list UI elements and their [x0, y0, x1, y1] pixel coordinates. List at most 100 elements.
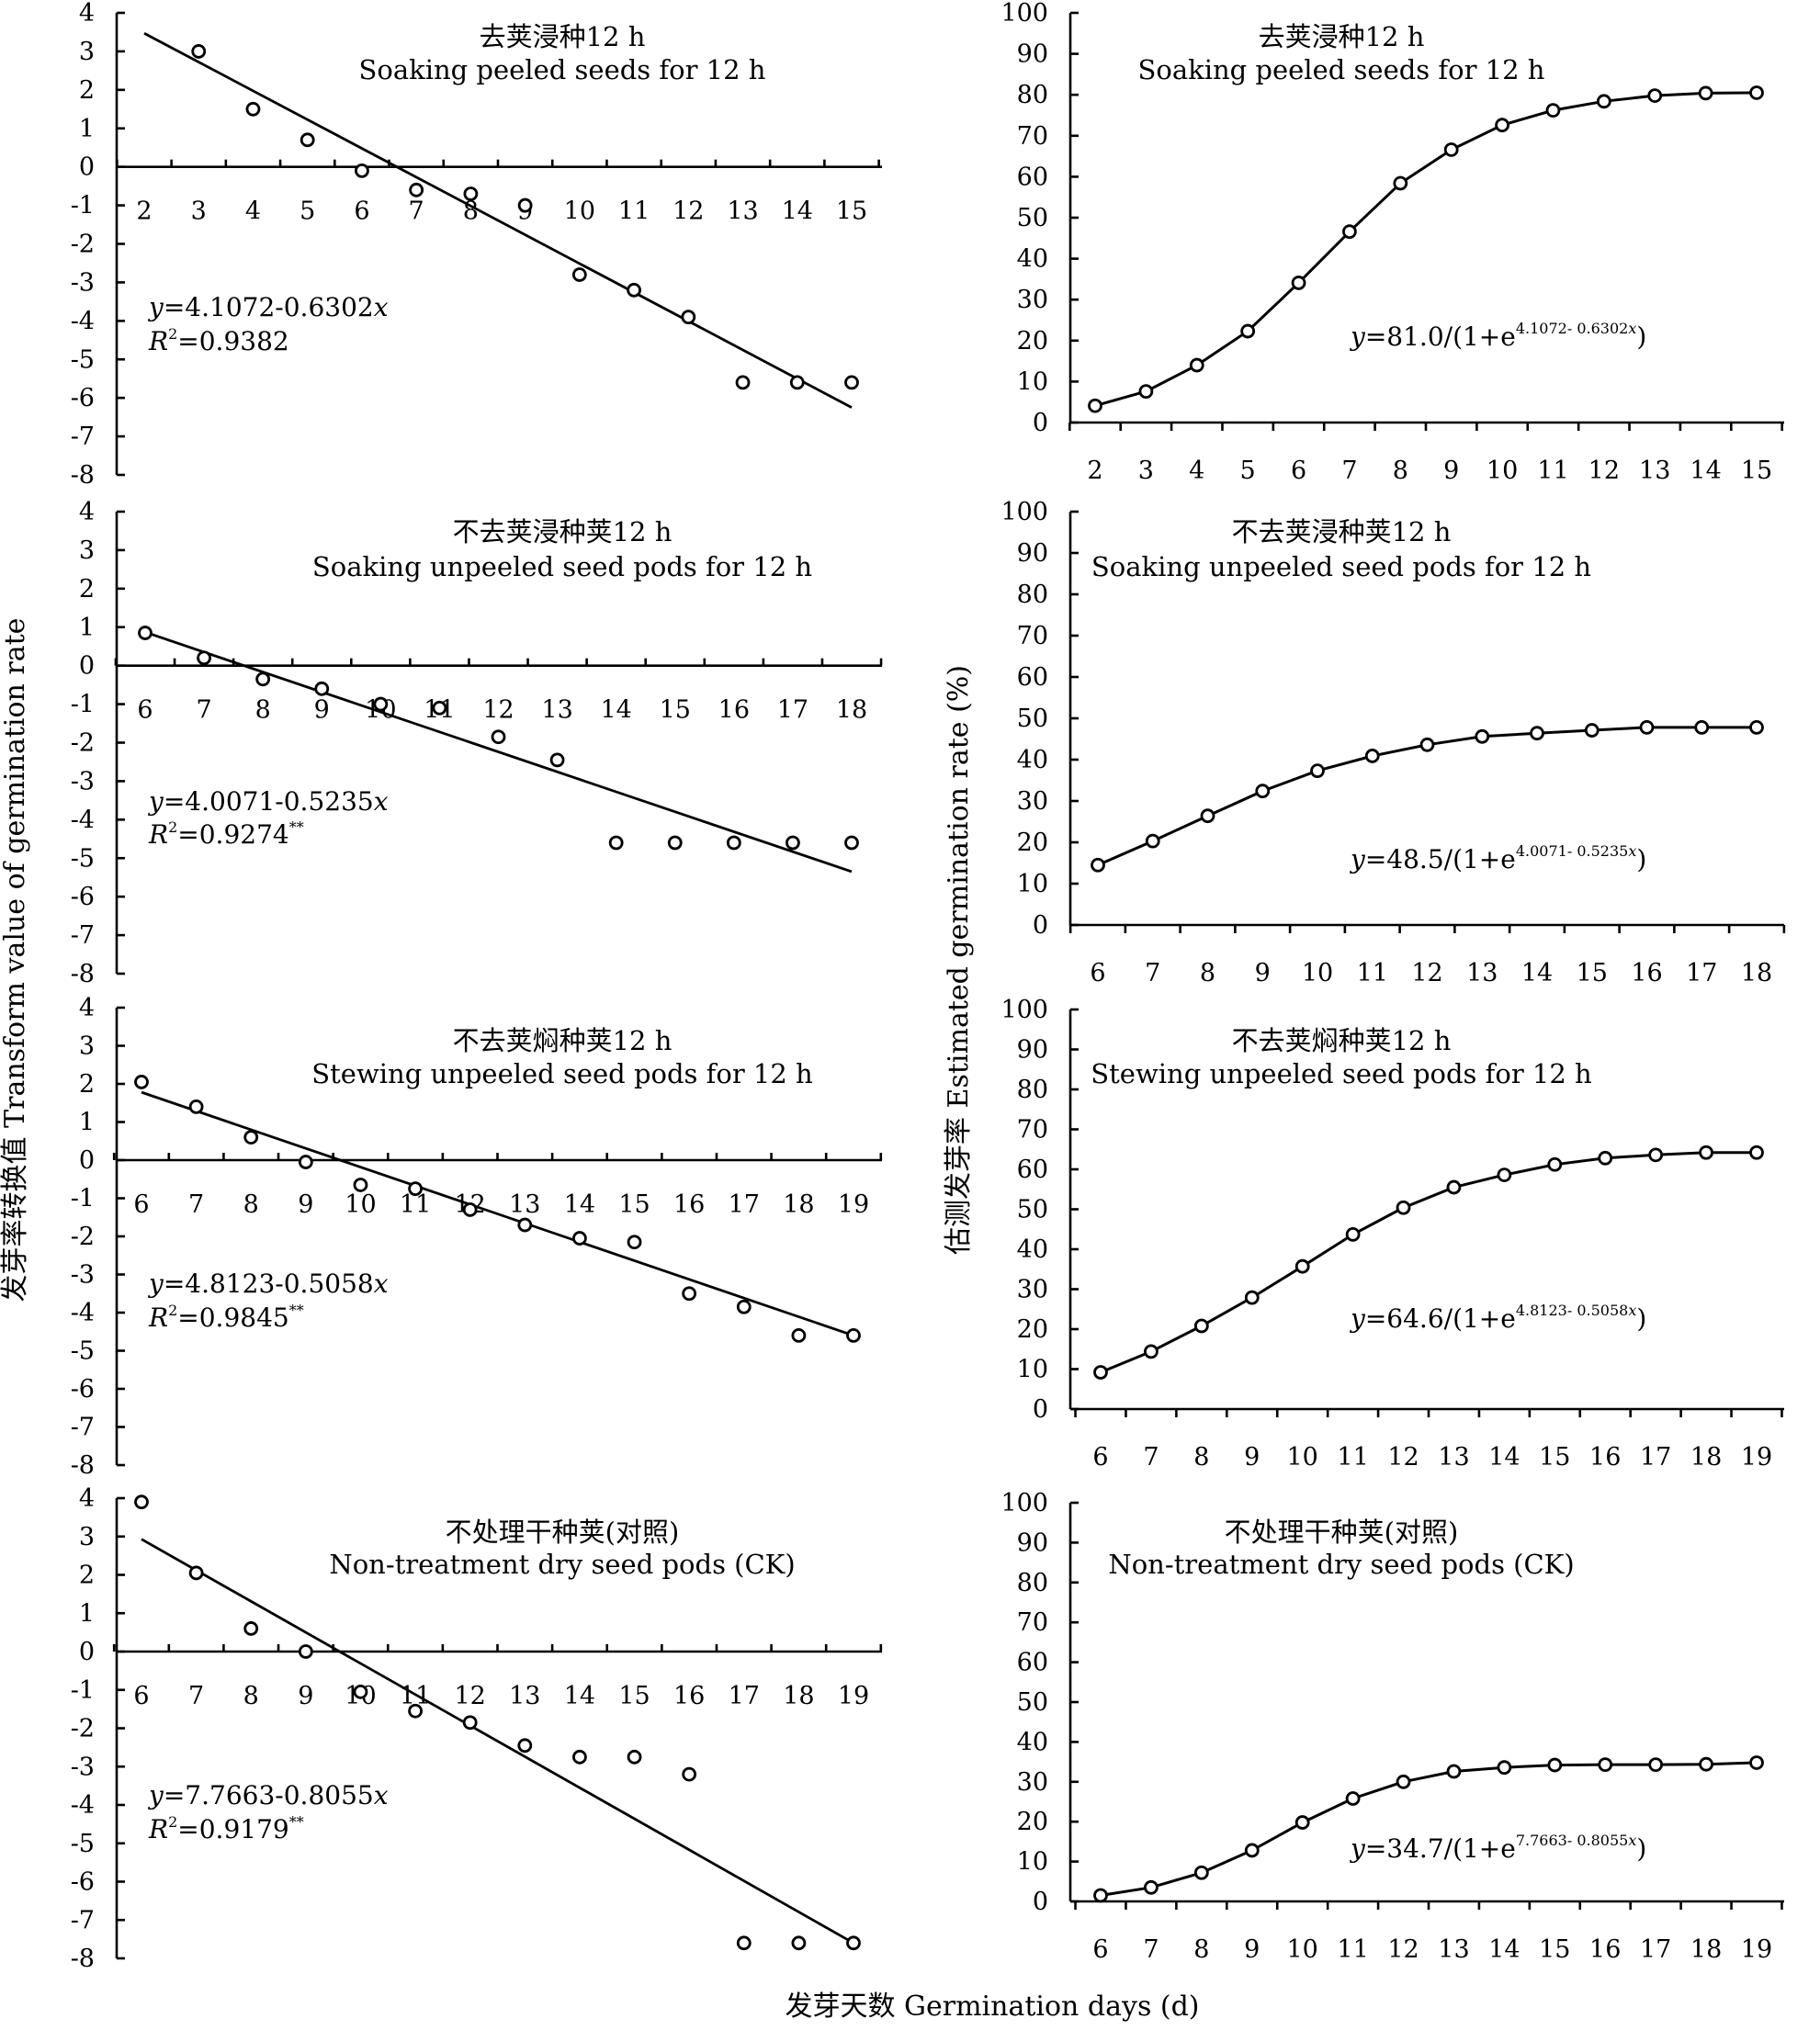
- data-point: [627, 282, 641, 298]
- data-point: [735, 375, 751, 390]
- y-tick-label: 1: [79, 115, 95, 143]
- curve-point: [1144, 1344, 1159, 1359]
- curve-point: [1596, 94, 1611, 109]
- y-tick-label: -3: [71, 1261, 95, 1290]
- curve-point: [1497, 1167, 1512, 1182]
- y-tick-label: 60: [1017, 1156, 1048, 1184]
- x-tick-label: 3: [1138, 457, 1154, 485]
- x-tick-label: 7: [196, 696, 211, 725]
- model-equation: y=81.0/(1+e4.1072- 0.6302x): [1349, 320, 1646, 352]
- data-point: [314, 681, 330, 696]
- x-tick-label: 19: [838, 1682, 869, 1710]
- curve-point: [1699, 1145, 1713, 1160]
- panel-title-cn: 不去荚焖种荚12 h: [453, 1025, 673, 1056]
- y-tick-label: 30: [1017, 1276, 1048, 1304]
- y-tick-label: -1: [71, 192, 95, 220]
- x-tick-label: 5: [300, 197, 315, 226]
- x-tick-label: 17: [729, 1682, 760, 1710]
- curve-point: [1443, 142, 1459, 157]
- y-tick-label: -6: [71, 1375, 95, 1404]
- x-tick-label: 12: [482, 696, 514, 725]
- data-point: [462, 1202, 478, 1217]
- y-tick-label: 2: [79, 1562, 95, 1590]
- curve-point: [1291, 276, 1306, 290]
- model-equation: y=64.6/(1+e4.8123- 0.5058x): [1349, 1302, 1646, 1334]
- y-tick-label: 4: [79, 994, 95, 1022]
- x-tick-label: 19: [1741, 1935, 1772, 1964]
- data-point: [138, 626, 153, 640]
- y-tick-label: -1: [71, 1676, 95, 1705]
- r-squared: R2=0.9845**: [148, 1302, 304, 1333]
- curve-point: [1648, 1757, 1664, 1773]
- y-tick-label: 20: [1017, 829, 1048, 857]
- y-tick-label: -3: [71, 1753, 95, 1781]
- y-tick-label: 0: [79, 1638, 95, 1666]
- y-tick-label: -4: [71, 307, 95, 335]
- x-tick-label: 18: [1690, 1443, 1722, 1472]
- x-tick-label: 19: [1741, 1443, 1772, 1472]
- y-tick-label: -1: [71, 1185, 95, 1213]
- data-point: [791, 1328, 807, 1343]
- data-point: [846, 1328, 861, 1343]
- y-tick-label: 20: [1017, 1808, 1048, 1836]
- x-tick-label: 12: [1387, 1935, 1419, 1964]
- x-tick-label: 10: [1287, 1443, 1318, 1472]
- y-tick-label: 60: [1017, 663, 1048, 692]
- x-tick-label: 10: [564, 197, 595, 226]
- y-tick-label: -2: [71, 1715, 95, 1743]
- left-y-axis-label: 发芽率转换值 Transform value of germination ra…: [0, 618, 31, 1303]
- curve-point: [1648, 1147, 1664, 1163]
- panel-estimate-soaking-unpeeled: 不去荚浸种荚12 h Soaking unpeeled seed pods fo…: [1000, 498, 1786, 987]
- curve-point: [1091, 857, 1105, 873]
- panel-title-cn: 不去荚浸种荚12 h: [453, 516, 673, 547]
- curve-point: [1396, 1774, 1411, 1789]
- panel-transform-soaking-peeled: 去荚浸种12 h Soaking peeled seeds for 12 h y…: [71, 0, 882, 490]
- x-tick-label: 8: [1393, 457, 1408, 485]
- regression-equation: y=7.7663-0.8055x: [147, 1780, 389, 1810]
- x-tick-label: 7: [1143, 1443, 1159, 1472]
- curve-point: [1699, 1756, 1713, 1772]
- curve-point: [1193, 1865, 1209, 1880]
- y-tick-label: 4: [79, 1484, 95, 1513]
- panel-transform-soaking-unpeeled: 不去荚浸种荚12 h Soaking unpeeled seed pods fo…: [71, 498, 883, 988]
- y-tick-label: -2: [71, 231, 95, 259]
- x-tick-label: 13: [541, 696, 572, 725]
- x-tick-label: 13: [509, 1190, 540, 1219]
- y-tick-label: -2: [71, 1223, 95, 1251]
- x-tick-label: 15: [618, 1682, 650, 1710]
- x-tick-label: 5: [1240, 457, 1256, 485]
- y-tick-label: 20: [1017, 327, 1048, 355]
- y-tick-label: 3: [79, 1032, 95, 1061]
- y-tick-label: -4: [71, 1299, 95, 1327]
- y-tick-label: 100: [1000, 1489, 1048, 1517]
- model-equation: y=34.7/(1+e7.7663- 0.8055x): [1349, 1832, 1646, 1864]
- panel-title-en: Stewing unpeeled seed pods for 12 h: [311, 1058, 812, 1089]
- x-tick-label: 9: [1255, 959, 1271, 987]
- curve-point: [1749, 1145, 1764, 1160]
- x-tick-label: 9: [1443, 457, 1459, 485]
- curve-point: [1749, 720, 1764, 735]
- x-tick-label: 6: [133, 1190, 149, 1219]
- panel-title-cn: 不处理干种荚(对照): [446, 1517, 680, 1548]
- y-tick-label: 70: [1017, 622, 1048, 650]
- curve-point: [1598, 1150, 1613, 1166]
- curve-point: [1138, 384, 1154, 400]
- y-tick-label: 2: [79, 575, 95, 603]
- x-tick-label: 6: [1092, 1935, 1108, 1964]
- x-tick-label: 3: [191, 197, 207, 226]
- x-tick-label: 10: [1287, 1935, 1318, 1964]
- panel-title-cn: 去荚浸种12 h: [1259, 21, 1425, 52]
- data-point: [134, 1075, 149, 1089]
- y-tick-label: -4: [71, 806, 95, 834]
- data-point: [300, 132, 315, 148]
- panel-title-cn: 不去荚浸种荚12 h: [1232, 516, 1452, 547]
- curve-point: [1193, 1318, 1209, 1334]
- data-point: [517, 1217, 533, 1233]
- x-tick-label: 14: [1690, 457, 1721, 485]
- panel-title-cn: 不去荚焖种荚12 h: [1232, 1025, 1452, 1056]
- y-tick-label: 100: [1000, 498, 1048, 526]
- y-tick-label: -6: [71, 1868, 95, 1897]
- x-tick-label: 8: [463, 197, 479, 226]
- y-tick-label: -8: [71, 960, 95, 988]
- y-tick-label: 80: [1017, 81, 1048, 109]
